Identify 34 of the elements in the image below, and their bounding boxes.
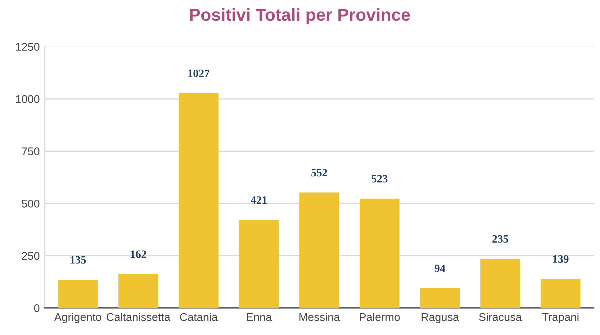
data-label: 1027 [188, 70, 210, 78]
x-tick-label: Ragusa [422, 313, 460, 324]
data-label: 162 [131, 250, 146, 258]
bar [360, 198, 400, 308]
bar [239, 220, 280, 308]
data-label: 139 [553, 256, 569, 263]
y-tick-label: 1000 [16, 95, 40, 104]
y-tick-label: 500 [22, 200, 40, 208]
x-tick-label: Palermo [360, 313, 400, 322]
data-label: 235 [492, 235, 508, 243]
bar [118, 274, 158, 308]
x-tick-label: Caltanissetta [106, 313, 171, 322]
data-label: 552 [312, 169, 328, 177]
x-tick-label: Siracusa [479, 313, 522, 322]
bar [480, 259, 520, 308]
chart-title: Positivi Totali per Province [190, 8, 410, 25]
x-tick-label: Messina [300, 313, 340, 322]
x-tick-label: Trapani [542, 313, 579, 324]
x-tick-label: Enna [247, 313, 272, 322]
y-tick-label: 750 [22, 148, 40, 156]
bar [300, 192, 340, 308]
bar [420, 288, 460, 308]
data-label: 421 [250, 196, 267, 204]
data-label: 94 [434, 264, 446, 272]
x-tick-label: Agrigento [54, 313, 102, 324]
x-tick-label: Catania [180, 313, 218, 322]
y-tick-label: 1250 [16, 43, 40, 52]
y-tick-label: 250 [22, 252, 40, 260]
bar [178, 94, 219, 308]
bar [540, 279, 581, 308]
data-label: 135 [70, 256, 86, 264]
bar [58, 280, 98, 308]
y-tick-label: 0 [34, 304, 40, 312]
data-label: 523 [372, 175, 388, 183]
